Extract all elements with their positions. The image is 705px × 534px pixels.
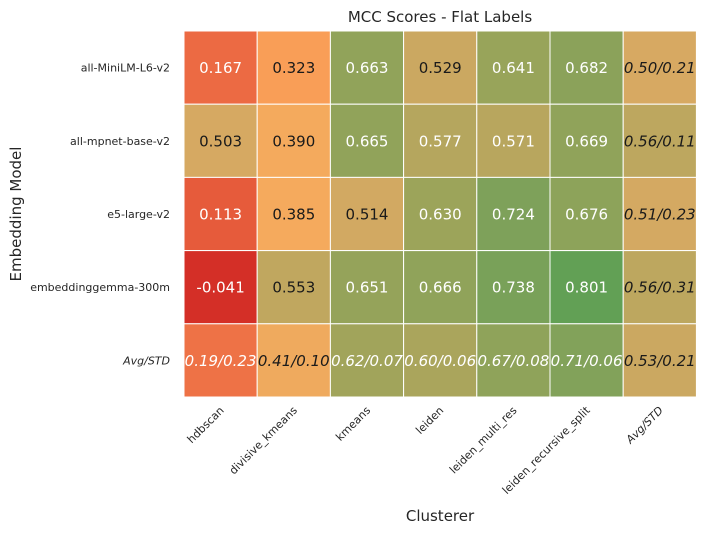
cell-label: 0.514	[346, 206, 389, 224]
column-tick-label: leiden_multi_res	[447, 404, 520, 477]
x-axis-label: Clusterer	[406, 507, 475, 525]
cell-label: 0.641	[492, 59, 535, 77]
row-tick-label: embeddinggemma-300m	[30, 281, 170, 294]
heatmap-cell-all-mpnet-base-v2-avg-std	[622, 103, 697, 178]
cell-label: 0.167	[199, 59, 242, 77]
cell-label: 0.682	[565, 59, 608, 77]
cell-label: 0.19/0.23	[185, 352, 257, 370]
row-tick-label: e5-large-v2	[107, 208, 170, 221]
heatmap-cell-all-minilm-l6-v2-leiden	[403, 30, 478, 105]
cell-label: 0.529	[419, 59, 462, 77]
column-tick-label: kmeans	[333, 404, 373, 444]
heatmap-cell-all-minilm-l6-v2-hdbscan	[183, 30, 258, 105]
heatmap-cell-e5-large-v2-leiden-multi-res	[476, 176, 551, 252]
cell-label: 0.503	[199, 132, 242, 150]
cell-label: 0.577	[419, 132, 462, 150]
heatmap-cell-all-minilm-l6-v2-divisive-kmeans	[256, 30, 331, 105]
column-tick-label: leiden	[413, 404, 446, 437]
heatmap-cell-embeddinggemma-300m-divisive-kmeans	[256, 250, 331, 325]
heatmap-cell-avg-std-leiden-recursive-split	[549, 323, 624, 398]
cell-label: 0.553	[272, 279, 315, 297]
cell-label: 0.67/0.08	[477, 352, 549, 370]
cell-label: 0.41/0.10	[258, 352, 330, 370]
heatmap-cell-embeddinggemma-300m-hdbscan	[183, 250, 258, 325]
cell-label: 0.630	[419, 206, 462, 224]
cell-label: 0.62/0.07	[331, 352, 403, 370]
cell-label: 0.663	[346, 59, 389, 77]
heatmap-cell-all-minilm-l6-v2-kmeans	[329, 30, 405, 105]
cell-label: 0.724	[492, 206, 535, 224]
cell-label: -0.041	[196, 279, 244, 297]
cell-label: 0.56/0.31	[624, 279, 696, 297]
heatmap-cell-embeddinggemma-300m-leiden	[403, 250, 478, 325]
heatmap-cell-embeddinggemma-300m-avg-std	[622, 250, 697, 325]
cell-label: 0.676	[565, 206, 608, 224]
heatmap-cell-all-mpnet-base-v2-hdbscan	[183, 103, 258, 178]
row-tick-label: Avg/STD	[122, 354, 170, 367]
cell-label: 0.56/0.11	[624, 132, 696, 150]
cell-label: 0.71/0.06	[551, 352, 623, 370]
cell-label: 0.390	[272, 132, 315, 150]
y-axis-label: Embedding Model	[7, 147, 25, 282]
cell-label: 0.60/0.06	[404, 352, 476, 370]
heatmap-cell-all-minilm-l6-v2-leiden-multi-res	[476, 30, 551, 105]
heatmap-cell-avg-std-avg-std	[622, 323, 697, 398]
column-tick-labels: hdbscan divisive_kmeans kmeans leiden leiden…	[185, 403, 666, 496]
heatmap-cell-avg-std-kmeans	[329, 323, 405, 398]
column-tick-label: Avg/STD	[623, 404, 666, 447]
heatmap-cells: 0.167 0.323 0.663 0.529 0.641 0.682 0.50/0.21 0…	[183, 30, 697, 398]
row-tick-label: all-MiniLM-L6-v2	[81, 62, 170, 75]
cell-label: 0.113	[199, 206, 242, 224]
cell-label: 0.651	[346, 279, 389, 297]
heatmap-cell-all-minilm-l6-v2-leiden-recursive-split	[549, 30, 624, 105]
cell-label: 0.50/0.21	[624, 59, 696, 77]
heatmap-cell-embeddinggemma-300m-leiden-recursive-split	[549, 250, 624, 325]
cell-label: 0.801	[565, 279, 608, 297]
heatmap-cell-e5-large-v2-avg-std	[622, 176, 697, 252]
cell-label: 0.385	[272, 206, 315, 224]
heatmap-cell-all-mpnet-base-v2-leiden-recursive-split	[549, 103, 624, 178]
heatmap-cell-e5-large-v2-leiden	[403, 176, 478, 252]
cell-label: 0.53/0.21	[624, 352, 696, 370]
heatmap-cell-e5-large-v2-divisive-kmeans	[256, 176, 331, 252]
cell-label: 0.738	[492, 279, 535, 297]
heatmap-cell-all-mpnet-base-v2-leiden-multi-res	[476, 103, 551, 178]
heatmap-cell-e5-large-v2-leiden-recursive-split	[549, 176, 624, 252]
cell-label: 0.669	[565, 132, 608, 150]
cell-label: 0.323	[272, 59, 315, 77]
cell-label: 0.571	[492, 132, 535, 150]
cell-label: 0.665	[346, 132, 389, 150]
heatmap-cell-all-mpnet-base-v2-kmeans	[329, 103, 405, 178]
cell-label: 0.51/0.23	[624, 206, 696, 224]
row-tick-label: all-mpnet-base-v2	[70, 135, 170, 148]
column-tick-label: divisive_kmeans	[227, 404, 300, 477]
chart-title: MCC Scores - Flat Labels	[348, 8, 533, 26]
heatmap-cell-e5-large-v2-kmeans	[329, 176, 405, 252]
column-tick-label: hdbscan	[185, 404, 227, 446]
heatmap-cell-avg-std-hdbscan	[183, 323, 258, 398]
row-tick-labels: all-MiniLM-L6-v2 all-mpnet-base-v2 e5-larg…	[30, 62, 170, 368]
cell-label: 0.666	[419, 279, 462, 297]
